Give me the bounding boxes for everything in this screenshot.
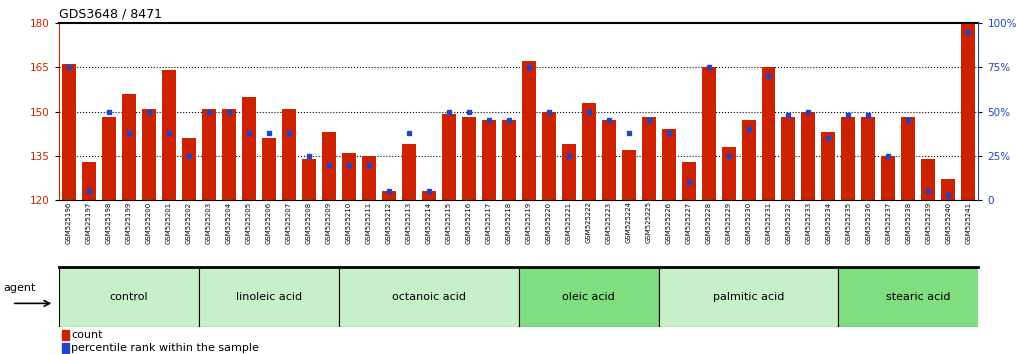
Bar — [381, 191, 396, 200]
Bar — [702, 67, 716, 200]
Bar — [561, 144, 576, 200]
Bar — [342, 153, 356, 200]
Text: palmitic acid: palmitic acid — [713, 292, 784, 302]
Bar — [222, 109, 236, 200]
Bar — [62, 343, 69, 353]
Text: GDS3648 / 8471: GDS3648 / 8471 — [59, 7, 162, 21]
Bar — [282, 109, 296, 200]
Bar — [838, 267, 999, 327]
Bar — [302, 159, 316, 200]
Bar — [841, 118, 855, 200]
Bar — [339, 267, 519, 327]
Bar — [482, 120, 495, 200]
Bar — [942, 179, 955, 200]
Bar — [801, 112, 816, 200]
Bar — [202, 109, 216, 200]
Text: oleic acid: oleic acid — [562, 292, 615, 302]
Bar — [462, 118, 476, 200]
Bar — [642, 118, 656, 200]
Bar — [242, 97, 256, 200]
Bar — [602, 120, 615, 200]
Bar — [861, 118, 876, 200]
Text: linoleic acid: linoleic acid — [236, 292, 302, 302]
Bar — [659, 267, 838, 327]
Bar — [199, 267, 339, 327]
Bar — [82, 162, 96, 200]
Bar — [961, 2, 975, 200]
Bar — [402, 144, 416, 200]
Bar — [522, 61, 536, 200]
Bar — [102, 118, 116, 200]
Bar — [762, 67, 776, 200]
Bar — [901, 118, 915, 200]
Bar — [781, 118, 795, 200]
Text: percentile rank within the sample: percentile rank within the sample — [71, 343, 259, 353]
Bar — [62, 331, 69, 341]
Bar — [662, 129, 675, 200]
Bar — [519, 267, 659, 327]
Bar — [921, 159, 936, 200]
Bar — [822, 132, 835, 200]
Bar — [542, 112, 555, 200]
Bar — [321, 132, 336, 200]
Text: agent: agent — [3, 283, 36, 293]
Text: octanoic acid: octanoic acid — [392, 292, 466, 302]
Bar — [142, 109, 156, 200]
Bar — [582, 103, 596, 200]
Text: control: control — [110, 292, 148, 302]
Bar — [441, 114, 456, 200]
Bar — [681, 162, 696, 200]
Bar — [741, 120, 756, 200]
Bar — [882, 156, 895, 200]
Bar — [501, 120, 516, 200]
Bar — [721, 147, 735, 200]
Bar — [362, 156, 375, 200]
Text: stearic acid: stearic acid — [886, 292, 951, 302]
Bar — [422, 191, 435, 200]
Bar — [182, 138, 196, 200]
Bar — [62, 64, 76, 200]
Text: count: count — [71, 330, 103, 341]
Bar — [122, 94, 136, 200]
Bar — [621, 150, 636, 200]
Bar — [59, 267, 199, 327]
Bar — [261, 138, 276, 200]
Bar — [162, 70, 176, 200]
